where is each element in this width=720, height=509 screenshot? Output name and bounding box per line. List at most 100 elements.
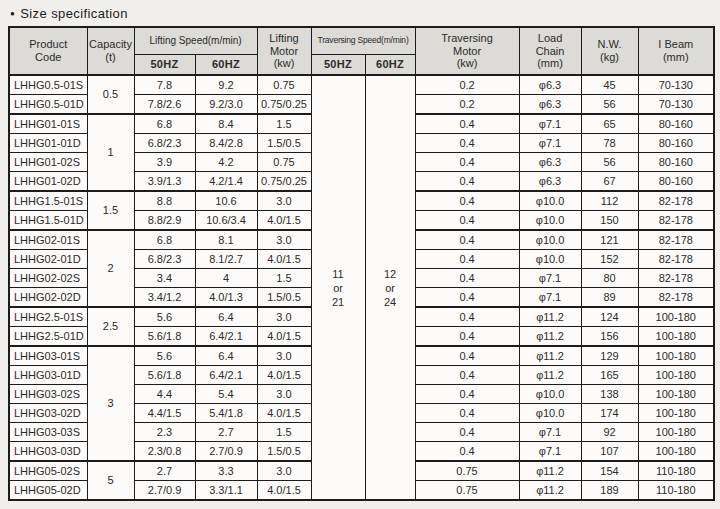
cell-traversing-speed-60hz: 12 or 24 bbox=[365, 75, 415, 500]
cell-lifting-speed-60hz: 4.2/1.4 bbox=[195, 172, 257, 192]
cell-product-code: LHHG03-02D bbox=[9, 404, 87, 423]
cell-product-code: LHHG01-01S bbox=[9, 114, 87, 134]
cell-load-chain: φ7.1 bbox=[519, 288, 581, 308]
cell-lifting-motor: 4.0/1.5 bbox=[257, 481, 311, 501]
cell-net-weight: 56 bbox=[581, 95, 638, 115]
cell-traversing-motor: 0.4 bbox=[415, 172, 519, 192]
cell-i-beam: 80-160 bbox=[638, 134, 714, 153]
cell-lifting-speed-60hz: 6.4/2.1 bbox=[195, 327, 257, 347]
cell-i-beam: 80-160 bbox=[638, 114, 714, 134]
cell-lifting-speed-60hz: 3.3/1.1 bbox=[195, 481, 257, 501]
cell-lifting-motor: 3.0 bbox=[257, 346, 311, 366]
cell-lifting-speed-50hz: 8.8/2.9 bbox=[134, 211, 195, 231]
cell-traversing-motor: 0.75 bbox=[415, 481, 519, 501]
cell-lifting-speed-60hz: 10.6/3.4 bbox=[195, 211, 257, 231]
cell-lifting-motor: 3.0 bbox=[257, 230, 311, 250]
cell-lifting-speed-50hz: 5.6 bbox=[134, 307, 195, 327]
cell-product-code: LHHG02-02D bbox=[9, 288, 87, 308]
cell-product-code: LHHG1.5-01D bbox=[9, 211, 87, 231]
cell-product-code: LHHG03-01S bbox=[9, 346, 87, 366]
cell-lifting-speed-60hz: 9.2/3.0 bbox=[195, 95, 257, 115]
cell-product-code: LHHG03-02S bbox=[9, 385, 87, 404]
cell-lifting-speed-60hz: 5.4/1.8 bbox=[195, 404, 257, 423]
cell-product-code: LHHG03-03S bbox=[9, 423, 87, 442]
cell-load-chain: φ6.3 bbox=[519, 75, 581, 95]
cell-lifting-motor: 0.75 bbox=[257, 75, 311, 95]
cell-lifting-motor: 1.5 bbox=[257, 114, 311, 134]
cell-lifting-speed-50hz: 6.8/2.3 bbox=[134, 250, 195, 269]
cell-lifting-speed-60hz: 6.4 bbox=[195, 346, 257, 366]
cell-product-code: LHHG05-02S bbox=[9, 461, 87, 481]
cell-net-weight: 150 bbox=[581, 211, 638, 231]
cell-lifting-speed-50hz: 8.8 bbox=[134, 191, 195, 211]
cell-lifting-motor: 1.5/0.5 bbox=[257, 442, 311, 462]
cell-i-beam: 70-130 bbox=[638, 95, 714, 115]
cell-capacity: 1.5 bbox=[87, 191, 134, 230]
cell-net-weight: 124 bbox=[581, 307, 638, 327]
cell-i-beam: 100-180 bbox=[638, 404, 714, 423]
cell-lifting-speed-50hz: 7.8 bbox=[134, 75, 195, 95]
cell-product-code: LHHG1.5-01S bbox=[9, 191, 87, 211]
cell-lifting-speed-50hz: 5.6/1.8 bbox=[134, 327, 195, 347]
cell-lifting-motor: 3.0 bbox=[257, 191, 311, 211]
cell-product-code: LHHG03-03D bbox=[9, 442, 87, 462]
cell-net-weight: 129 bbox=[581, 346, 638, 366]
cell-traversing-motor: 0.4 bbox=[415, 327, 519, 347]
cell-i-beam: 100-180 bbox=[638, 307, 714, 327]
cell-net-weight: 174 bbox=[581, 404, 638, 423]
cell-lifting-speed-50hz: 6.8 bbox=[134, 230, 195, 250]
cell-lifting-speed-50hz: 6.8 bbox=[134, 114, 195, 134]
cell-lifting-speed-50hz: 7.8/2.6 bbox=[134, 95, 195, 115]
cell-load-chain: φ7.1 bbox=[519, 134, 581, 153]
cell-load-chain: φ11.2 bbox=[519, 307, 581, 327]
cell-lifting-speed-50hz: 4.4/1.5 bbox=[134, 404, 195, 423]
cell-net-weight: 80 bbox=[581, 269, 638, 288]
cell-net-weight: 138 bbox=[581, 385, 638, 404]
cell-lifting-speed-60hz: 8.1 bbox=[195, 230, 257, 250]
cell-product-code: LHHG2.5-01S bbox=[9, 307, 87, 327]
cell-product-code: LHHG02-01S bbox=[9, 230, 87, 250]
cell-lifting-speed-60hz: 6.4 bbox=[195, 307, 257, 327]
cell-lifting-speed-50hz: 4.4 bbox=[134, 385, 195, 404]
column-header-i-beam: I Beam (mm) bbox=[638, 27, 714, 75]
cell-lifting-motor: 4.0/1.5 bbox=[257, 366, 311, 385]
column-header-traversing-60hz: 60HZ bbox=[365, 54, 415, 75]
cell-capacity: 2 bbox=[87, 230, 134, 307]
cell-i-beam: 100-180 bbox=[638, 442, 714, 462]
cell-product-code: LHHG01-02D bbox=[9, 172, 87, 192]
cell-product-code: LHHG0.5-01D bbox=[9, 95, 87, 115]
cell-i-beam: 70-130 bbox=[638, 75, 714, 95]
cell-lifting-motor: 1.5/0.5 bbox=[257, 134, 311, 153]
cell-product-code: LHHG01-02S bbox=[9, 153, 87, 172]
cell-load-chain: φ10.0 bbox=[519, 385, 581, 404]
header-row-1: Product Code Capacity (t) Lifting Speed(… bbox=[9, 27, 714, 54]
cell-i-beam: 82-178 bbox=[638, 269, 714, 288]
cell-product-code: LHHG03-01D bbox=[9, 366, 87, 385]
cell-lifting-speed-60hz: 4.0/1.3 bbox=[195, 288, 257, 308]
cell-net-weight: 189 bbox=[581, 481, 638, 501]
cell-lifting-speed-60hz: 10.6 bbox=[195, 191, 257, 211]
cell-lifting-speed-60hz: 8.1/2.7 bbox=[195, 250, 257, 269]
cell-net-weight: 121 bbox=[581, 230, 638, 250]
cell-traversing-motor: 0.4 bbox=[415, 385, 519, 404]
table-row: LHHG0.5-01S0.57.89.20.7511 or 2112 or 24… bbox=[9, 75, 714, 95]
column-header-load-chain: Load Chain (mm) bbox=[519, 27, 581, 75]
cell-load-chain: φ10.0 bbox=[519, 191, 581, 211]
cell-lifting-motor: 0.75/0.25 bbox=[257, 172, 311, 192]
column-header-product-code: Product Code bbox=[9, 27, 87, 75]
cell-i-beam: 100-180 bbox=[638, 385, 714, 404]
cell-net-weight: 165 bbox=[581, 366, 638, 385]
cell-i-beam: 82-178 bbox=[638, 230, 714, 250]
cell-lifting-speed-60hz: 8.4 bbox=[195, 114, 257, 134]
cell-product-code: LHHG01-01D bbox=[9, 134, 87, 153]
cell-i-beam: 110-180 bbox=[638, 461, 714, 481]
cell-lifting-motor: 4.0/1.5 bbox=[257, 404, 311, 423]
cell-i-beam: 100-180 bbox=[638, 366, 714, 385]
cell-lifting-speed-50hz: 5.6 bbox=[134, 346, 195, 366]
cell-traversing-motor: 0.2 bbox=[415, 75, 519, 95]
cell-i-beam: 82-178 bbox=[638, 250, 714, 269]
cell-lifting-speed-60hz: 4.2 bbox=[195, 153, 257, 172]
cell-i-beam: 110-180 bbox=[638, 481, 714, 501]
cell-product-code: LHHG2.5-01D bbox=[9, 327, 87, 347]
cell-lifting-motor: 3.0 bbox=[257, 307, 311, 327]
